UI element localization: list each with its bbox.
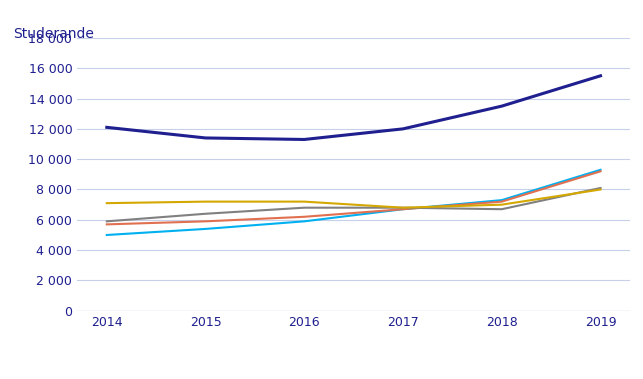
Teknik och tillverkning [498, 202, 505, 207]
Samhällsbyggnad och byggteknik [103, 233, 111, 237]
Samhällsbyggnad och byggteknik [399, 207, 407, 211]
Text: Studerande: Studerande [13, 27, 94, 41]
Hälso- och sjukvård samt socialt arbete [103, 222, 111, 227]
Data/IT [300, 205, 308, 210]
Teknik och tillverkning [597, 187, 604, 192]
Line: Hälso- och sjukvård samt socialt arbete: Hälso- och sjukvård samt socialt arbete [107, 171, 601, 224]
Hälso- och sjukvård samt socialt arbete [202, 219, 210, 224]
Ekonomi, administration och försäljning [597, 74, 604, 78]
Teknik och tillverkning [399, 205, 407, 210]
Data/IT [399, 205, 407, 210]
Ekonomi, administration och försäljning [498, 104, 505, 108]
Samhällsbyggnad och byggteknik [597, 168, 604, 172]
Data/IT [202, 211, 210, 216]
Samhällsbyggnad och byggteknik [498, 198, 505, 202]
Teknik och tillverkning [300, 199, 308, 204]
Hälso- och sjukvård samt socialt arbete [597, 169, 604, 174]
Hälso- och sjukvård samt socialt arbete [498, 199, 505, 204]
Hälso- och sjukvård samt socialt arbete [300, 215, 308, 219]
Data/IT [498, 207, 505, 211]
Ekonomi, administration och försäljning [202, 136, 210, 140]
Teknik och tillverkning [202, 199, 210, 204]
Line: Samhällsbyggnad och byggteknik: Samhällsbyggnad och byggteknik [107, 170, 601, 235]
Samhällsbyggnad och byggteknik [202, 227, 210, 231]
Ekonomi, administration och försäljning [300, 137, 308, 142]
Ekonomi, administration och försäljning [399, 127, 407, 131]
Line: Teknik och tillverkning: Teknik och tillverkning [107, 190, 601, 208]
Data/IT [103, 219, 111, 224]
Samhällsbyggnad och byggteknik [300, 219, 308, 224]
Line: Data/IT: Data/IT [107, 188, 601, 221]
Line: Ekonomi, administration och försäljning: Ekonomi, administration och försäljning [107, 76, 601, 139]
Hälso- och sjukvård samt socialt arbete [399, 207, 407, 211]
Data/IT [597, 186, 604, 190]
Teknik och tillverkning [103, 201, 111, 205]
Ekonomi, administration och försäljning [103, 125, 111, 130]
